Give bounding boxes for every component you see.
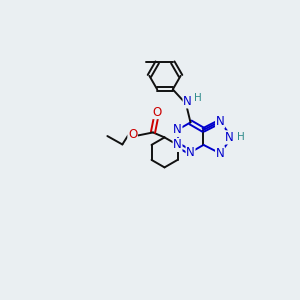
- Text: N: N: [183, 95, 192, 108]
- Text: N: N: [186, 146, 195, 159]
- Text: N: N: [216, 147, 224, 160]
- Text: H: H: [236, 132, 244, 142]
- Text: O: O: [128, 128, 137, 141]
- Text: O: O: [152, 106, 162, 118]
- Text: N: N: [173, 123, 182, 136]
- Text: N: N: [173, 138, 182, 152]
- Text: N: N: [216, 115, 224, 128]
- Text: H: H: [194, 93, 201, 103]
- Text: N: N: [225, 131, 234, 144]
